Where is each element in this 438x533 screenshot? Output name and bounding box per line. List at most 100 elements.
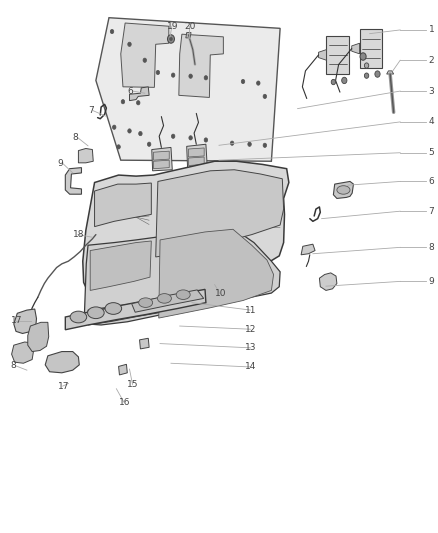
- Ellipse shape: [157, 294, 171, 303]
- Polygon shape: [326, 36, 349, 74]
- Text: 14: 14: [245, 362, 257, 372]
- Circle shape: [364, 63, 369, 68]
- Text: 17: 17: [11, 316, 22, 325]
- Circle shape: [143, 58, 147, 62]
- Circle shape: [128, 129, 131, 133]
- Circle shape: [148, 142, 151, 147]
- Polygon shape: [188, 148, 204, 157]
- Ellipse shape: [139, 298, 152, 308]
- Circle shape: [204, 76, 208, 80]
- Text: 11: 11: [245, 305, 257, 314]
- Polygon shape: [85, 226, 280, 325]
- Circle shape: [139, 132, 142, 136]
- Circle shape: [189, 74, 192, 78]
- Text: 18: 18: [73, 230, 84, 239]
- Polygon shape: [45, 352, 79, 373]
- Polygon shape: [352, 43, 360, 54]
- Polygon shape: [153, 151, 169, 160]
- Polygon shape: [51, 354, 72, 367]
- Circle shape: [375, 71, 380, 77]
- Circle shape: [137, 101, 140, 105]
- Circle shape: [241, 79, 245, 84]
- Circle shape: [364, 73, 369, 78]
- Circle shape: [167, 35, 174, 43]
- Circle shape: [342, 77, 347, 84]
- Polygon shape: [83, 161, 289, 294]
- Circle shape: [331, 79, 336, 85]
- Text: 15: 15: [127, 380, 139, 389]
- Polygon shape: [319, 273, 337, 290]
- Text: 2: 2: [428, 56, 434, 64]
- Polygon shape: [360, 29, 382, 68]
- Text: 5: 5: [428, 148, 434, 157]
- Polygon shape: [387, 71, 394, 74]
- Circle shape: [156, 70, 159, 75]
- Polygon shape: [187, 144, 207, 167]
- Ellipse shape: [337, 185, 350, 194]
- Text: 7: 7: [428, 207, 434, 216]
- Polygon shape: [96, 18, 280, 161]
- Text: 4: 4: [428, 117, 434, 126]
- Polygon shape: [301, 244, 315, 255]
- Polygon shape: [65, 289, 206, 330]
- Polygon shape: [65, 167, 81, 194]
- Polygon shape: [12, 342, 33, 364]
- Ellipse shape: [176, 290, 190, 300]
- Circle shape: [360, 53, 366, 60]
- Polygon shape: [95, 183, 151, 227]
- Polygon shape: [179, 34, 223, 98]
- Circle shape: [18, 347, 25, 357]
- Text: 12: 12: [245, 325, 257, 334]
- Text: 13: 13: [245, 343, 257, 352]
- Polygon shape: [19, 313, 33, 321]
- Text: 9: 9: [57, 159, 63, 168]
- Circle shape: [263, 94, 267, 99]
- Text: 9: 9: [428, 277, 434, 286]
- Polygon shape: [153, 160, 169, 168]
- Polygon shape: [159, 229, 274, 318]
- Polygon shape: [333, 181, 353, 198]
- Text: 19: 19: [166, 22, 178, 31]
- Text: 8: 8: [73, 133, 78, 142]
- Circle shape: [117, 145, 120, 149]
- Ellipse shape: [70, 311, 87, 323]
- Polygon shape: [155, 169, 284, 257]
- Circle shape: [171, 73, 175, 77]
- Polygon shape: [188, 157, 204, 165]
- Circle shape: [121, 100, 125, 104]
- Text: 20: 20: [184, 22, 195, 31]
- Text: 6: 6: [127, 86, 133, 95]
- Circle shape: [215, 278, 220, 285]
- Circle shape: [263, 143, 267, 148]
- Polygon shape: [121, 23, 169, 87]
- Circle shape: [128, 42, 131, 46]
- Polygon shape: [130, 87, 149, 101]
- Polygon shape: [28, 322, 49, 352]
- Polygon shape: [119, 365, 127, 375]
- Circle shape: [257, 81, 260, 85]
- Circle shape: [248, 142, 251, 147]
- Circle shape: [189, 136, 192, 140]
- Circle shape: [170, 37, 172, 41]
- Polygon shape: [186, 33, 191, 38]
- Polygon shape: [88, 284, 247, 325]
- Circle shape: [113, 125, 116, 130]
- Text: 8: 8: [428, 243, 434, 252]
- Text: 3: 3: [428, 86, 434, 95]
- Polygon shape: [78, 149, 93, 163]
- Polygon shape: [14, 309, 36, 334]
- Polygon shape: [90, 241, 151, 290]
- Text: 1: 1: [428, 26, 434, 35]
- Polygon shape: [318, 50, 326, 60]
- Text: 16: 16: [119, 398, 130, 407]
- Text: 17: 17: [57, 382, 69, 391]
- Text: 10: 10: [215, 289, 226, 298]
- Text: 6: 6: [428, 177, 434, 186]
- Circle shape: [204, 138, 208, 142]
- Ellipse shape: [105, 303, 122, 314]
- Text: 7: 7: [88, 106, 94, 115]
- Ellipse shape: [88, 307, 104, 319]
- Polygon shape: [132, 290, 204, 312]
- Text: 8: 8: [11, 361, 17, 370]
- Circle shape: [110, 29, 114, 34]
